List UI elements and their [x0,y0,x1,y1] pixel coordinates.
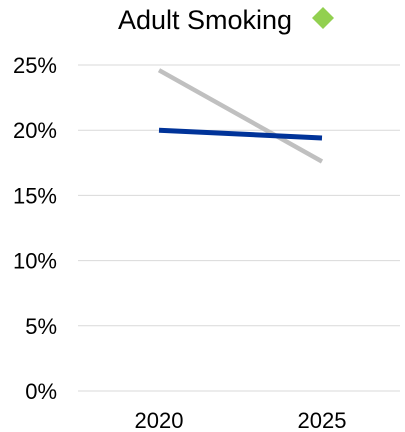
y-axis-ticks: 0% 5% 10% 15% 20% 25% [13,53,57,404]
chart-title-group: Adult Smoking [118,5,334,35]
series-line-2 [159,130,322,138]
y-tick-label: 25% [13,53,57,78]
chart-title: Adult Smoking [118,5,292,35]
y-tick-label: 20% [13,118,57,143]
y-tick-label: 5% [25,314,57,339]
series-lines [159,70,322,161]
title-diamond-icon [312,7,334,29]
y-tick-label: 0% [25,379,57,404]
y-tick-label: 10% [13,249,57,274]
series-line-1 [159,70,322,161]
x-tick-label: 2025 [298,408,347,432]
y-tick-label: 15% [13,183,57,208]
x-tick-label: 2020 [135,408,184,432]
x-axis-ticks: 2020 2025 [135,408,347,432]
